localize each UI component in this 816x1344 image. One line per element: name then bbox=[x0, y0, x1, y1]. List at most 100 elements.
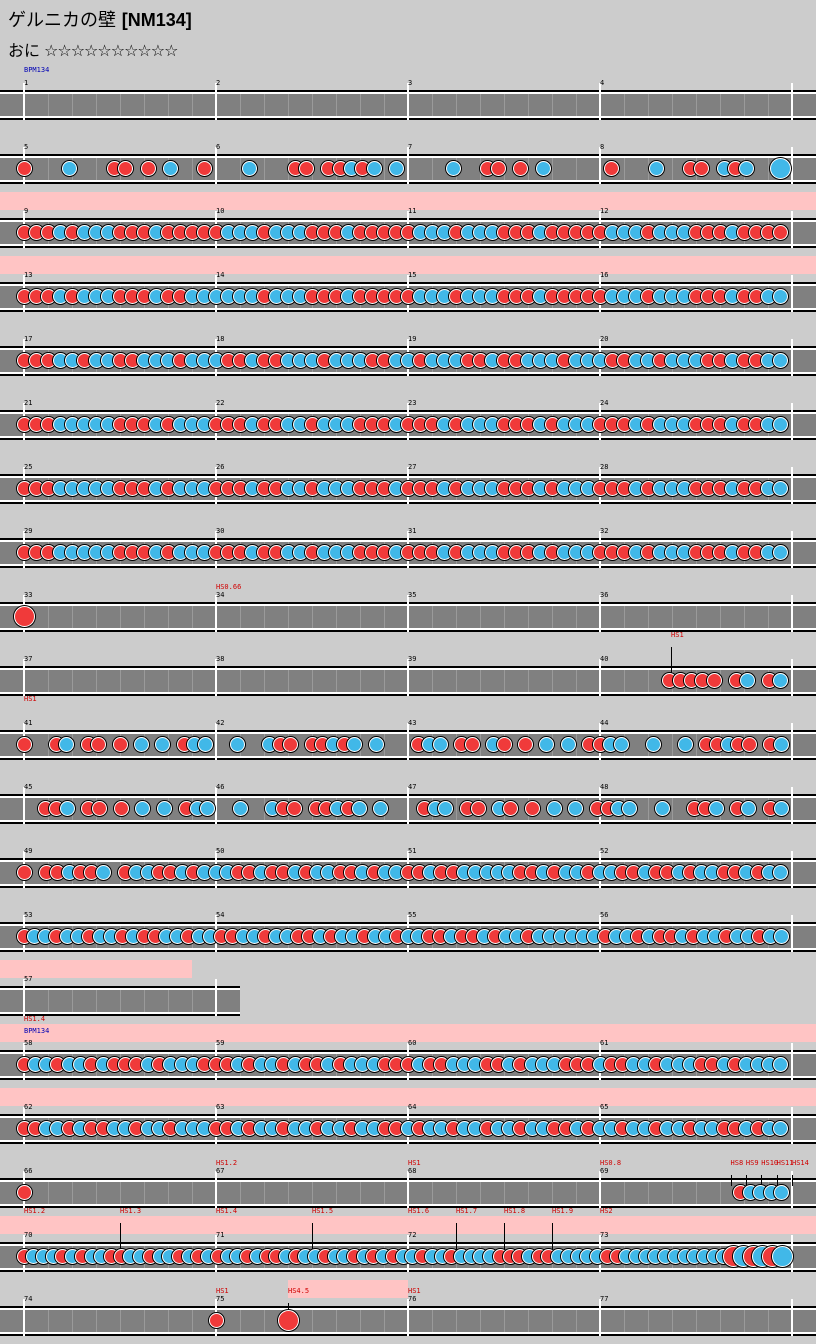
barline bbox=[791, 1171, 793, 1208]
ka-note bbox=[366, 161, 382, 176]
beat-line bbox=[672, 1310, 673, 1332]
barline bbox=[599, 1171, 601, 1208]
beat-line bbox=[288, 606, 289, 628]
beat-line bbox=[648, 94, 649, 116]
beat-line bbox=[144, 670, 145, 692]
beat-line bbox=[48, 94, 49, 116]
ka-note bbox=[645, 737, 661, 752]
scroll-change: HS1.7 bbox=[456, 1207, 478, 1215]
beat-line bbox=[696, 1182, 697, 1204]
don-note bbox=[140, 161, 156, 176]
don-note bbox=[603, 161, 619, 176]
ka-note bbox=[774, 1185, 790, 1200]
beat-line bbox=[384, 158, 385, 180]
ka-note bbox=[739, 673, 755, 688]
ka-note bbox=[772, 417, 788, 432]
beat-line bbox=[552, 1182, 553, 1204]
measure-number: 28 bbox=[600, 463, 609, 471]
barline bbox=[407, 787, 409, 824]
beat-line bbox=[120, 1182, 121, 1204]
beat-line bbox=[48, 1182, 49, 1204]
beat-line bbox=[120, 606, 121, 628]
big-ka-note bbox=[770, 158, 792, 179]
beat-line bbox=[384, 94, 385, 116]
beat-line bbox=[312, 606, 313, 628]
measure-number: 29 bbox=[24, 527, 33, 535]
beat-line bbox=[744, 606, 745, 628]
barline bbox=[791, 1299, 793, 1336]
beat-line bbox=[528, 606, 529, 628]
beat-line bbox=[624, 158, 625, 180]
beat-line bbox=[672, 94, 673, 116]
beat-line bbox=[96, 670, 97, 692]
measure-number: 46 bbox=[216, 783, 225, 791]
beat-line bbox=[672, 158, 673, 180]
beat-line bbox=[576, 94, 577, 116]
measure-number: 19 bbox=[408, 335, 417, 343]
beat-line bbox=[456, 1182, 457, 1204]
measure-number: 49 bbox=[24, 847, 33, 855]
beat-line bbox=[144, 1310, 145, 1332]
event-marker bbox=[504, 1223, 505, 1250]
chart-row: 1 2 3 4 BPM134 bbox=[0, 64, 816, 128]
beat-line bbox=[432, 158, 433, 180]
beat-line bbox=[72, 606, 73, 628]
measure-number: 1 bbox=[24, 79, 29, 87]
measure-number: 6 bbox=[216, 143, 221, 151]
barline bbox=[215, 787, 217, 824]
beat-line bbox=[120, 670, 121, 692]
ka-note bbox=[157, 801, 173, 816]
barline bbox=[23, 787, 25, 824]
don-note bbox=[118, 161, 134, 176]
beat-line bbox=[672, 1182, 673, 1204]
measure-number: 18 bbox=[216, 335, 225, 343]
beat-line bbox=[312, 1310, 313, 1332]
beat-line bbox=[72, 990, 73, 1012]
barline bbox=[791, 211, 793, 248]
don-note bbox=[286, 801, 302, 816]
beat-line bbox=[288, 94, 289, 116]
barline bbox=[407, 1171, 409, 1208]
barline bbox=[407, 723, 409, 760]
measure-number: 52 bbox=[600, 847, 609, 855]
measure-number: 30 bbox=[216, 527, 225, 535]
measure-number: 13 bbox=[24, 271, 33, 279]
ka-note bbox=[654, 801, 670, 816]
barline bbox=[599, 147, 601, 184]
don-note bbox=[503, 801, 519, 816]
beat-line bbox=[480, 670, 481, 692]
beat-line bbox=[384, 670, 385, 692]
beat-line bbox=[48, 1310, 49, 1332]
beat-line bbox=[288, 1182, 289, 1204]
ka-note bbox=[772, 481, 788, 496]
scroll-change: HS1 bbox=[24, 695, 37, 703]
don-note bbox=[298, 161, 314, 176]
ka-note bbox=[546, 801, 562, 816]
beat-line bbox=[696, 94, 697, 116]
measure-number: 73 bbox=[600, 1231, 609, 1239]
beat-line bbox=[720, 1310, 721, 1332]
barline bbox=[791, 787, 793, 824]
scroll-change: HS1 bbox=[216, 1287, 229, 1295]
measure-number: 56 bbox=[600, 911, 609, 919]
ka-note bbox=[389, 161, 405, 176]
beat-line bbox=[648, 158, 649, 180]
beat-line bbox=[768, 1310, 769, 1332]
beat-line bbox=[96, 1182, 97, 1204]
beat-line bbox=[432, 606, 433, 628]
don-note bbox=[16, 161, 32, 176]
beat-line bbox=[480, 1182, 481, 1204]
chart-row: 17 18 19 20 bbox=[0, 320, 816, 384]
beat-line bbox=[768, 158, 769, 180]
beat-line bbox=[240, 94, 241, 116]
chart-row: 29 30 31 32 bbox=[0, 512, 816, 576]
beat-line bbox=[672, 798, 673, 820]
beat-line bbox=[240, 158, 241, 180]
beat-line bbox=[624, 606, 625, 628]
measure-number: 65 bbox=[600, 1103, 609, 1111]
beat-line bbox=[624, 670, 625, 692]
measure-number: 24 bbox=[600, 399, 609, 407]
beat-line bbox=[384, 1182, 385, 1204]
beat-line bbox=[264, 158, 265, 180]
beat-line bbox=[504, 1182, 505, 1204]
